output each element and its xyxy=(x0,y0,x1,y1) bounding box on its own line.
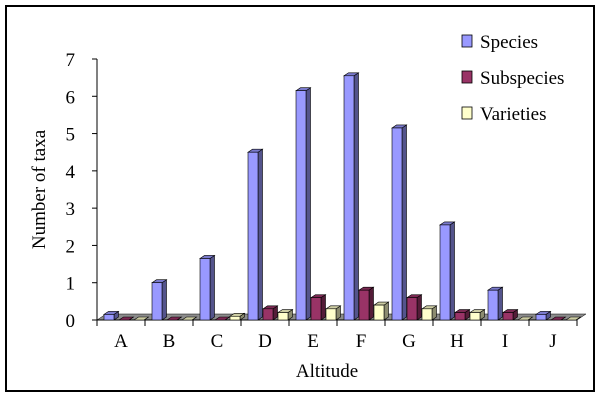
y-tick-label: 1 xyxy=(66,274,76,295)
y-tick-label: 6 xyxy=(66,87,76,108)
bar-top xyxy=(181,316,198,321)
bar-varieties xyxy=(469,312,481,321)
bar-species xyxy=(391,127,403,321)
y-tick-label: 4 xyxy=(66,162,76,183)
x-tick-label: B xyxy=(163,331,176,352)
bar-side xyxy=(353,72,359,321)
bar-varieties xyxy=(325,308,337,321)
bar-varieties xyxy=(373,304,385,321)
legend-swatch xyxy=(461,106,473,120)
y-axis-label: Number of taxa xyxy=(29,129,50,249)
bar-species xyxy=(295,90,307,321)
x-tick-label: D xyxy=(258,331,272,352)
x-axis-label: Altitude xyxy=(296,361,358,382)
y-tick-label: 5 xyxy=(66,125,76,146)
bar-top xyxy=(214,316,231,321)
x-tick-label: G xyxy=(402,331,416,352)
bar-species xyxy=(103,314,115,321)
bar-side xyxy=(368,286,374,321)
x-tick-label: H xyxy=(450,331,464,352)
bar-side xyxy=(161,279,167,321)
bar-species xyxy=(199,258,211,321)
y-tick-label: 3 xyxy=(66,199,76,220)
bar-subspecies xyxy=(502,312,514,321)
bar-species xyxy=(343,75,355,321)
x-tick-label: J xyxy=(549,331,556,352)
chart-frame: 0 1 2 3 4 5 6 7 A B C D E F G H I J Altitude Number of taxa… xyxy=(5,5,595,392)
bar-top xyxy=(166,316,183,321)
legend-label: Subspecies xyxy=(480,68,564,89)
x-tick-label: A xyxy=(114,331,128,352)
bar-species xyxy=(439,224,451,321)
bar-subspecies xyxy=(454,312,466,321)
bar-subspecies xyxy=(406,297,418,321)
bar-top xyxy=(565,316,582,321)
bar-side xyxy=(320,294,326,321)
legend-label: Varieties xyxy=(480,104,546,125)
legend-swatch xyxy=(461,70,473,84)
bar-chart: 0 1 2 3 4 5 6 7 A B C D E F G H I J Altitude Number of taxa… xyxy=(29,32,587,382)
bar-species xyxy=(535,314,547,321)
y-tick-label: 0 xyxy=(66,311,76,332)
bar-subspecies xyxy=(358,289,370,321)
bar-subspecies xyxy=(310,297,322,321)
bar-side xyxy=(257,148,263,321)
bar-side xyxy=(416,294,422,321)
bar-top xyxy=(118,316,135,321)
bar-side xyxy=(449,221,455,321)
bar-varieties xyxy=(229,315,241,321)
bar-species xyxy=(487,289,499,321)
bar-top xyxy=(517,316,534,321)
bar-top xyxy=(133,316,150,321)
bar-side xyxy=(401,124,407,321)
legend-label: Species xyxy=(480,32,538,53)
bar-varieties xyxy=(277,312,289,321)
x-tick-label: E xyxy=(307,331,319,352)
bar-side xyxy=(497,286,503,321)
x-tick-label: F xyxy=(356,331,367,352)
bar-side xyxy=(209,254,215,321)
x-tick-label: C xyxy=(211,331,224,352)
bar-side xyxy=(305,87,311,321)
bar-subspecies xyxy=(262,308,274,321)
y-tick-label: 2 xyxy=(66,236,76,257)
x-tick-label: I xyxy=(502,331,508,352)
bar-top xyxy=(550,316,567,321)
legend-swatch xyxy=(461,34,473,48)
bar-varieties xyxy=(421,308,433,321)
bar-species xyxy=(151,282,163,321)
bar-species xyxy=(247,151,259,321)
y-tick-label: 7 xyxy=(66,50,76,71)
